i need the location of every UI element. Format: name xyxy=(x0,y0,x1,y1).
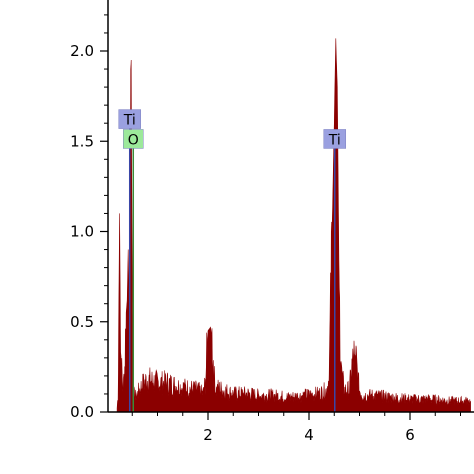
peak-marker-label-box xyxy=(323,129,347,149)
peak-marker-label: Ti xyxy=(328,132,341,148)
plot-area xyxy=(116,38,471,413)
peak-marker-label-box xyxy=(123,129,144,149)
axes: 0.0 0.5 1.0 1.5 2.0 2 4 6 xyxy=(70,0,474,444)
y-tick-label: 0.0 xyxy=(70,403,94,421)
peak-marker-label: O xyxy=(128,132,139,148)
peak-markers: Ti O Ti xyxy=(118,109,347,412)
peak-marker-label: Ti xyxy=(123,113,136,129)
y-tick-label: 1.0 xyxy=(70,223,94,241)
x-tick-label: 4 xyxy=(304,426,314,444)
x-tick-label: 6 xyxy=(405,426,415,444)
y-tick-label: 0.5 xyxy=(70,313,94,331)
x-tick-label: 2 xyxy=(203,426,213,444)
y-tick-label: 2.0 xyxy=(70,42,94,60)
y-tick-label: 1.5 xyxy=(70,132,94,150)
spectrum-series-area xyxy=(116,38,471,413)
peak-marker-label-box xyxy=(118,109,141,129)
